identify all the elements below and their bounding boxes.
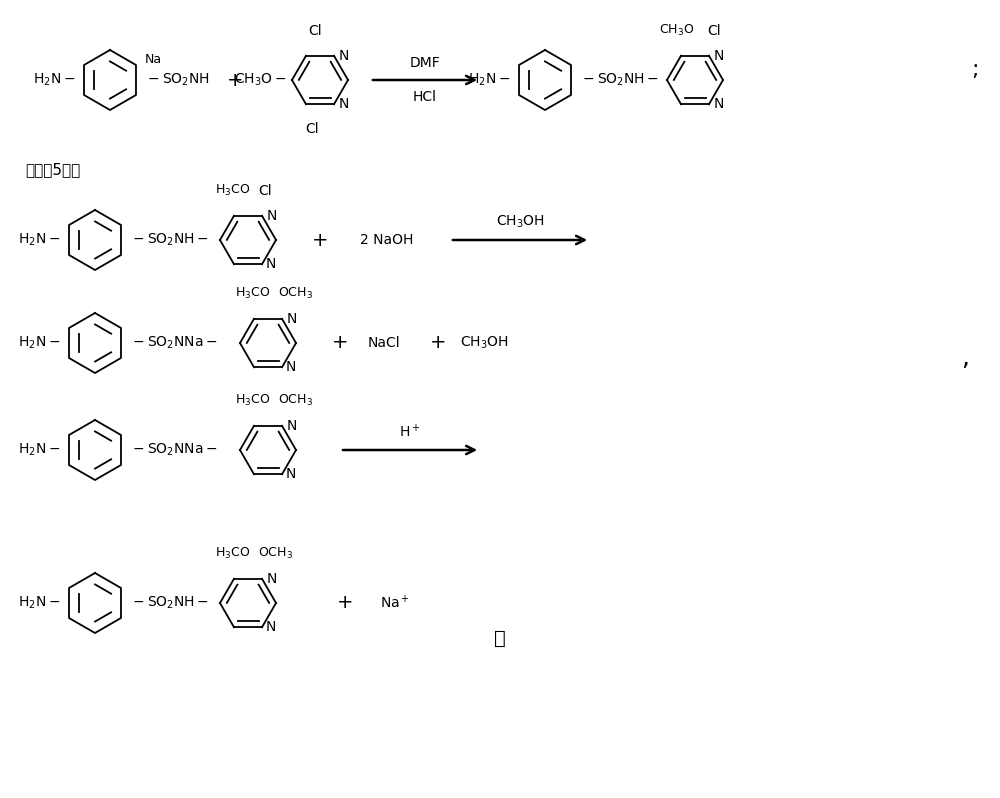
Text: $\rm CH_3OH$: $\rm CH_3OH$ bbox=[496, 214, 544, 230]
Text: $\rm H_2N-$: $\rm H_2N-$ bbox=[18, 442, 60, 458]
Text: $\rm OCH_3$: $\rm OCH_3$ bbox=[278, 286, 313, 301]
Text: $\rm CH_3O-$: $\rm CH_3O-$ bbox=[234, 72, 287, 89]
Text: 步骤（5）：: 步骤（5）： bbox=[25, 163, 80, 177]
Text: N: N bbox=[267, 571, 277, 586]
Text: +: + bbox=[337, 594, 353, 613]
Text: $\rm H_3CO$: $\rm H_3CO$ bbox=[235, 393, 271, 408]
Text: $\rm H_2N-$: $\rm H_2N-$ bbox=[33, 72, 75, 89]
Text: $\rm H_3CO$: $\rm H_3CO$ bbox=[215, 546, 251, 561]
Text: $\rm CH_3O$: $\rm CH_3O$ bbox=[659, 23, 695, 38]
Text: $\rm OCH_3$: $\rm OCH_3$ bbox=[258, 546, 293, 561]
Text: $\rm -SO_2NH-$: $\rm -SO_2NH-$ bbox=[580, 72, 659, 89]
Text: +: + bbox=[430, 334, 446, 353]
Text: $\rm H_2N-$: $\rm H_2N-$ bbox=[18, 595, 60, 611]
Text: HCl: HCl bbox=[413, 90, 437, 104]
Text: N: N bbox=[287, 419, 297, 433]
Text: $\rm CH_3OH$: $\rm CH_3OH$ bbox=[460, 335, 509, 351]
Text: $\rm Na^+$: $\rm Na^+$ bbox=[380, 595, 410, 611]
Text: $\rm H_3CO$: $\rm H_3CO$ bbox=[215, 183, 251, 198]
Text: ,: , bbox=[961, 346, 969, 370]
Text: ;: ; bbox=[971, 60, 979, 80]
Text: DMF: DMF bbox=[410, 56, 440, 70]
Text: Na: Na bbox=[145, 53, 162, 66]
Text: $\rm H_2N-$: $\rm H_2N-$ bbox=[468, 72, 510, 89]
Text: $\rm H^+$: $\rm H^+$ bbox=[399, 423, 421, 440]
Text: $\rm H_2N-$: $\rm H_2N-$ bbox=[18, 231, 60, 248]
Text: +: + bbox=[332, 334, 348, 353]
Text: N: N bbox=[287, 312, 297, 326]
Text: N: N bbox=[266, 620, 276, 634]
Text: 2 NaOH: 2 NaOH bbox=[360, 233, 413, 247]
Text: N: N bbox=[339, 97, 349, 111]
Text: $\rm -SO_2NH$: $\rm -SO_2NH$ bbox=[145, 72, 209, 89]
Text: $\rm H_2N-$: $\rm H_2N-$ bbox=[18, 335, 60, 351]
Text: Cl: Cl bbox=[258, 184, 272, 198]
Text: N: N bbox=[286, 468, 296, 481]
Text: +: + bbox=[227, 70, 243, 89]
Text: N: N bbox=[286, 360, 296, 374]
Text: N: N bbox=[714, 49, 724, 63]
Text: Cl: Cl bbox=[707, 24, 721, 38]
Text: +: + bbox=[312, 231, 328, 250]
Text: $\rm -SO_2NH-$: $\rm -SO_2NH-$ bbox=[130, 595, 209, 611]
Text: Cl: Cl bbox=[308, 24, 322, 38]
Text: N: N bbox=[339, 49, 349, 63]
Text: NaCl: NaCl bbox=[368, 336, 401, 350]
Text: $\rm -SO_2NH-$: $\rm -SO_2NH-$ bbox=[130, 231, 209, 248]
Text: $\rm OCH_3$: $\rm OCH_3$ bbox=[278, 393, 313, 408]
Text: N: N bbox=[267, 209, 277, 223]
Text: N: N bbox=[714, 97, 724, 111]
Text: $\rm H_3CO$: $\rm H_3CO$ bbox=[235, 286, 271, 301]
Text: $\rm -SO_2NNa-$: $\rm -SO_2NNa-$ bbox=[130, 442, 218, 458]
Text: $\rm -SO_2NNa-$: $\rm -SO_2NNa-$ bbox=[130, 335, 218, 351]
Text: Cl: Cl bbox=[305, 122, 319, 136]
Text: 。: 。 bbox=[494, 629, 506, 647]
Text: N: N bbox=[266, 257, 276, 271]
